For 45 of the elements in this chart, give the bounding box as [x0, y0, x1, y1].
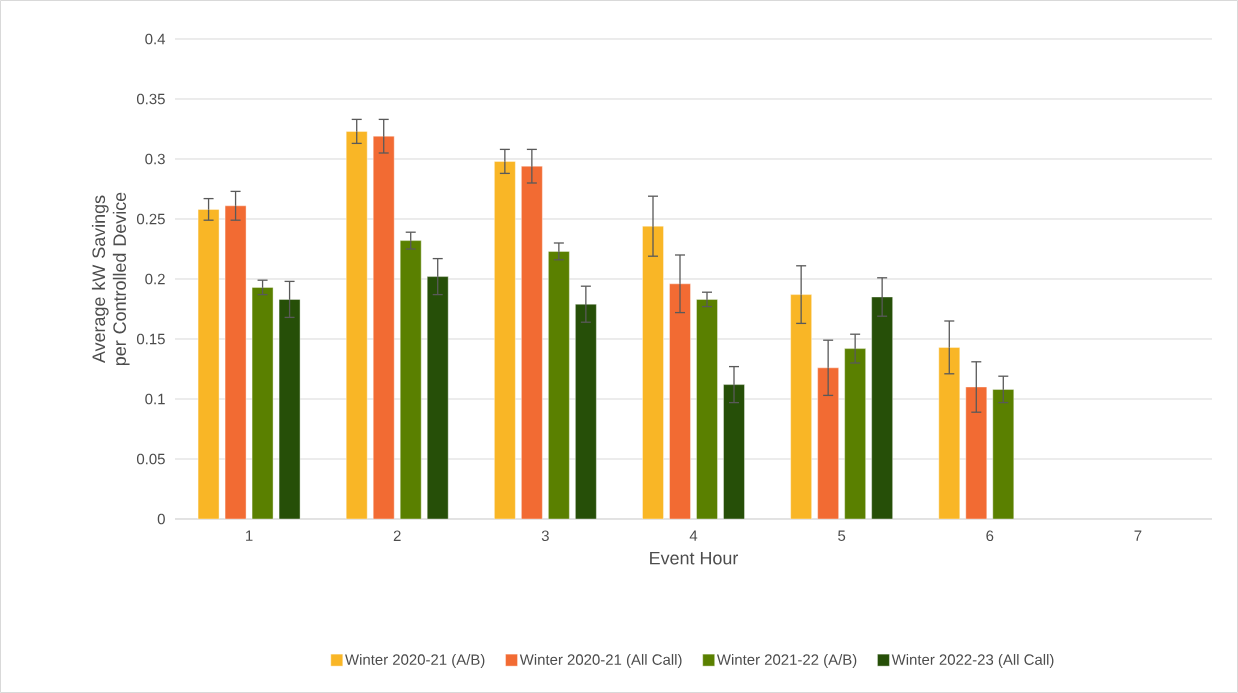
bar	[548, 251, 570, 519]
bar	[400, 240, 422, 519]
x-tick-label: 1	[246, 530, 253, 541]
bar	[723, 384, 745, 519]
bar	[278, 299, 301, 519]
legend-label: Winter 2020-21 (A/B)	[345, 653, 485, 668]
bar	[427, 276, 449, 519]
y-tick-label: 0	[157, 513, 165, 525]
y-tick-label: 0.4	[145, 33, 166, 45]
y-tick-label: 0.35	[136, 93, 165, 105]
y-tick-label: 0.05	[136, 453, 165, 465]
legend-label: Winter 2020-21 (All Call)	[519, 653, 682, 668]
legend-label: Winter 2022-23 (All Call)	[891, 653, 1054, 668]
bar	[346, 131, 368, 519]
legend-label: Winter 2021-22 (A/B)	[716, 653, 857, 668]
bar	[251, 287, 274, 519]
y-tick-label: 0.25	[136, 213, 165, 225]
y-tick-label: 0.2	[145, 273, 165, 285]
x-tick-label: 4	[689, 530, 698, 541]
y-tick-label: 0.3	[145, 153, 165, 165]
bar	[373, 136, 395, 519]
bar	[817, 367, 839, 519]
bar	[521, 166, 543, 519]
x-tick-label: 5	[838, 530, 846, 541]
bar	[938, 347, 960, 519]
y-axis-title: Average kW Savings per Controlled Device	[91, 192, 130, 366]
x-tick-label: 2	[393, 530, 401, 541]
bar	[575, 304, 597, 519]
x-tick-label: 3	[541, 530, 549, 542]
bar	[871, 296, 893, 519]
bar	[642, 226, 664, 519]
bar	[790, 294, 812, 519]
y-tick-label: 0.1	[145, 393, 165, 405]
y-tick-label: 0.15	[136, 333, 165, 345]
bar	[669, 283, 691, 519]
bar	[844, 348, 866, 519]
bar	[494, 161, 516, 519]
bar	[197, 209, 220, 519]
x-tick-label: 6	[986, 530, 994, 542]
x-axis-title: Event Hour	[650, 551, 739, 565]
x-tick-label: 7	[1134, 530, 1142, 541]
bar	[992, 389, 1014, 519]
bar	[965, 386, 987, 519]
bar	[224, 205, 247, 519]
bar	[696, 299, 718, 519]
